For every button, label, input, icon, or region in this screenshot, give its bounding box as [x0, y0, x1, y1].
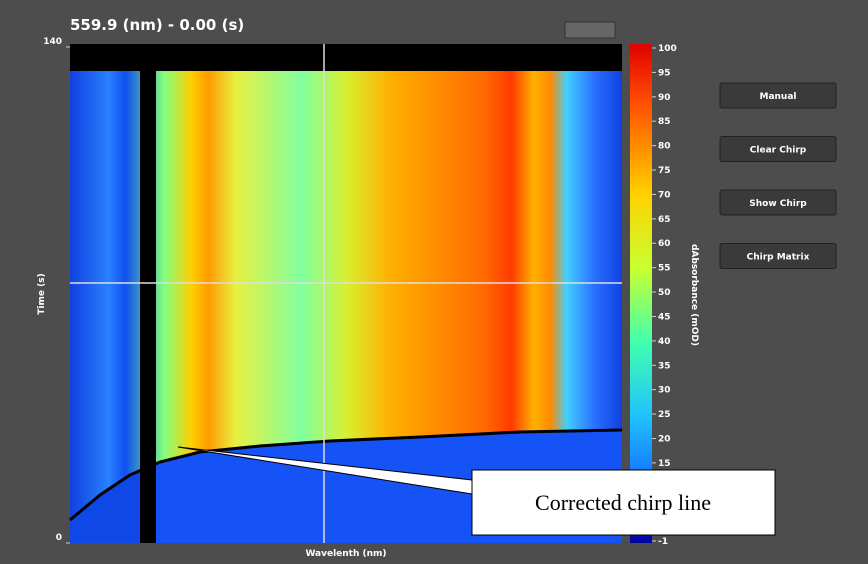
colorbar-tick-label: -1 [658, 537, 668, 547]
button-body[interactable] [719, 82, 837, 109]
colorbar-tick-label: 45 [658, 312, 671, 322]
chirp-line [69, 428, 623, 522]
x-axis-label: Wavelenth (nm) [305, 549, 386, 559]
colorbar-tick-label: 35 [658, 361, 671, 371]
button-label[interactable]: Manual [759, 92, 796, 102]
button[interactable]: Chirp Matrix [719, 243, 837, 269]
colorbar-tick-label: 70 [658, 190, 671, 200]
button-label[interactable]: Chirp Matrix [747, 253, 810, 263]
annotation: Corrected chirp line [177, 446, 776, 536]
button[interactable]: Manual [719, 82, 837, 109]
button-body[interactable] [719, 243, 837, 269]
button-label[interactable]: Clear Chirp [750, 146, 807, 156]
button-label[interactable]: Show Chirp [749, 199, 807, 209]
colorbar-tick-label: 60 [658, 239, 671, 249]
button[interactable]: Clear Chirp [719, 136, 837, 162]
y-axis-label: Time (s) [37, 273, 47, 314]
colorbar-tick-label: 100 [658, 44, 677, 54]
y-tick-label: 0 [56, 533, 62, 543]
button-body[interactable] [719, 136, 837, 162]
colorbar-tick-label: 80 [658, 142, 671, 152]
colorbar-tick-label: 85 [658, 117, 671, 127]
colorbar-tick-label: 65 [658, 215, 671, 225]
colorbar-tick-label: 90 [658, 93, 671, 103]
colorbar-tick-label: 20 [658, 434, 671, 444]
colorbar-tick-label: 50 [658, 288, 671, 298]
colorbar-tick-label: 25 [658, 410, 671, 420]
window-title: 559.9 (nm) - 0.00 (s) [70, 16, 244, 34]
button-body[interactable] [719, 189, 837, 216]
colorbar-tick-label: 95 [658, 68, 671, 78]
colorbar-label: dAbsorbance (mOD) [689, 244, 699, 346]
colorbar-tick-label: 75 [658, 166, 671, 176]
colorbar-tick-label: 15 [658, 459, 671, 469]
colorbar-tick-label: 55 [658, 264, 671, 274]
annotation-text: Corrected chirp line [535, 490, 711, 515]
colorbar-tick-label: 40 [658, 337, 671, 347]
toolbar-icons[interactable] [564, 21, 616, 39]
colorbar-tick-label: 30 [658, 386, 671, 396]
button[interactable]: Show Chirp [719, 189, 837, 216]
colorbar [630, 44, 652, 543]
y-tick-label: 140 [43, 37, 62, 47]
